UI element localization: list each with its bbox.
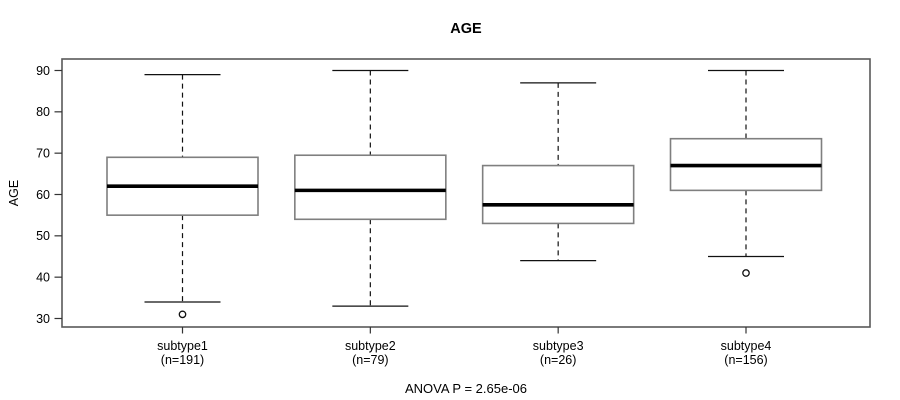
x-category-n-label: (n=79) — [352, 353, 388, 367]
chart-title: AGE — [450, 21, 482, 37]
x-category-n-label: (n=156) — [724, 353, 767, 367]
plot-marks: 30405060708090subtype1(n=191)subtype2(n=… — [36, 58, 871, 367]
y-tick-label: 70 — [36, 146, 50, 160]
y-tick-label: 80 — [36, 105, 50, 119]
x-category-label: subtype2 — [345, 339, 396, 353]
y-tick-label: 50 — [36, 229, 50, 243]
plot-frame — [61, 58, 871, 328]
x-category-n-label: (n=191) — [161, 353, 204, 367]
y-axis-title: AGE — [7, 180, 21, 206]
y-tick-label: 60 — [36, 188, 50, 202]
y-tick-label: 90 — [36, 64, 50, 78]
outlier-point — [742, 269, 750, 277]
y-tick-label: 30 — [36, 312, 50, 326]
y-tick-label: 40 — [36, 270, 50, 284]
anova-note: ANOVA P = 2.65e-06 — [405, 381, 527, 396]
x-category-label: subtype3 — [533, 339, 584, 353]
x-category-n-label: (n=26) — [540, 353, 576, 367]
iqr-box — [294, 154, 447, 221]
iqr-box — [481, 164, 635, 225]
x-category-label: subtype4 — [721, 339, 772, 353]
x-category-label: subtype1 — [157, 339, 208, 353]
outlier-point — [178, 310, 187, 319]
